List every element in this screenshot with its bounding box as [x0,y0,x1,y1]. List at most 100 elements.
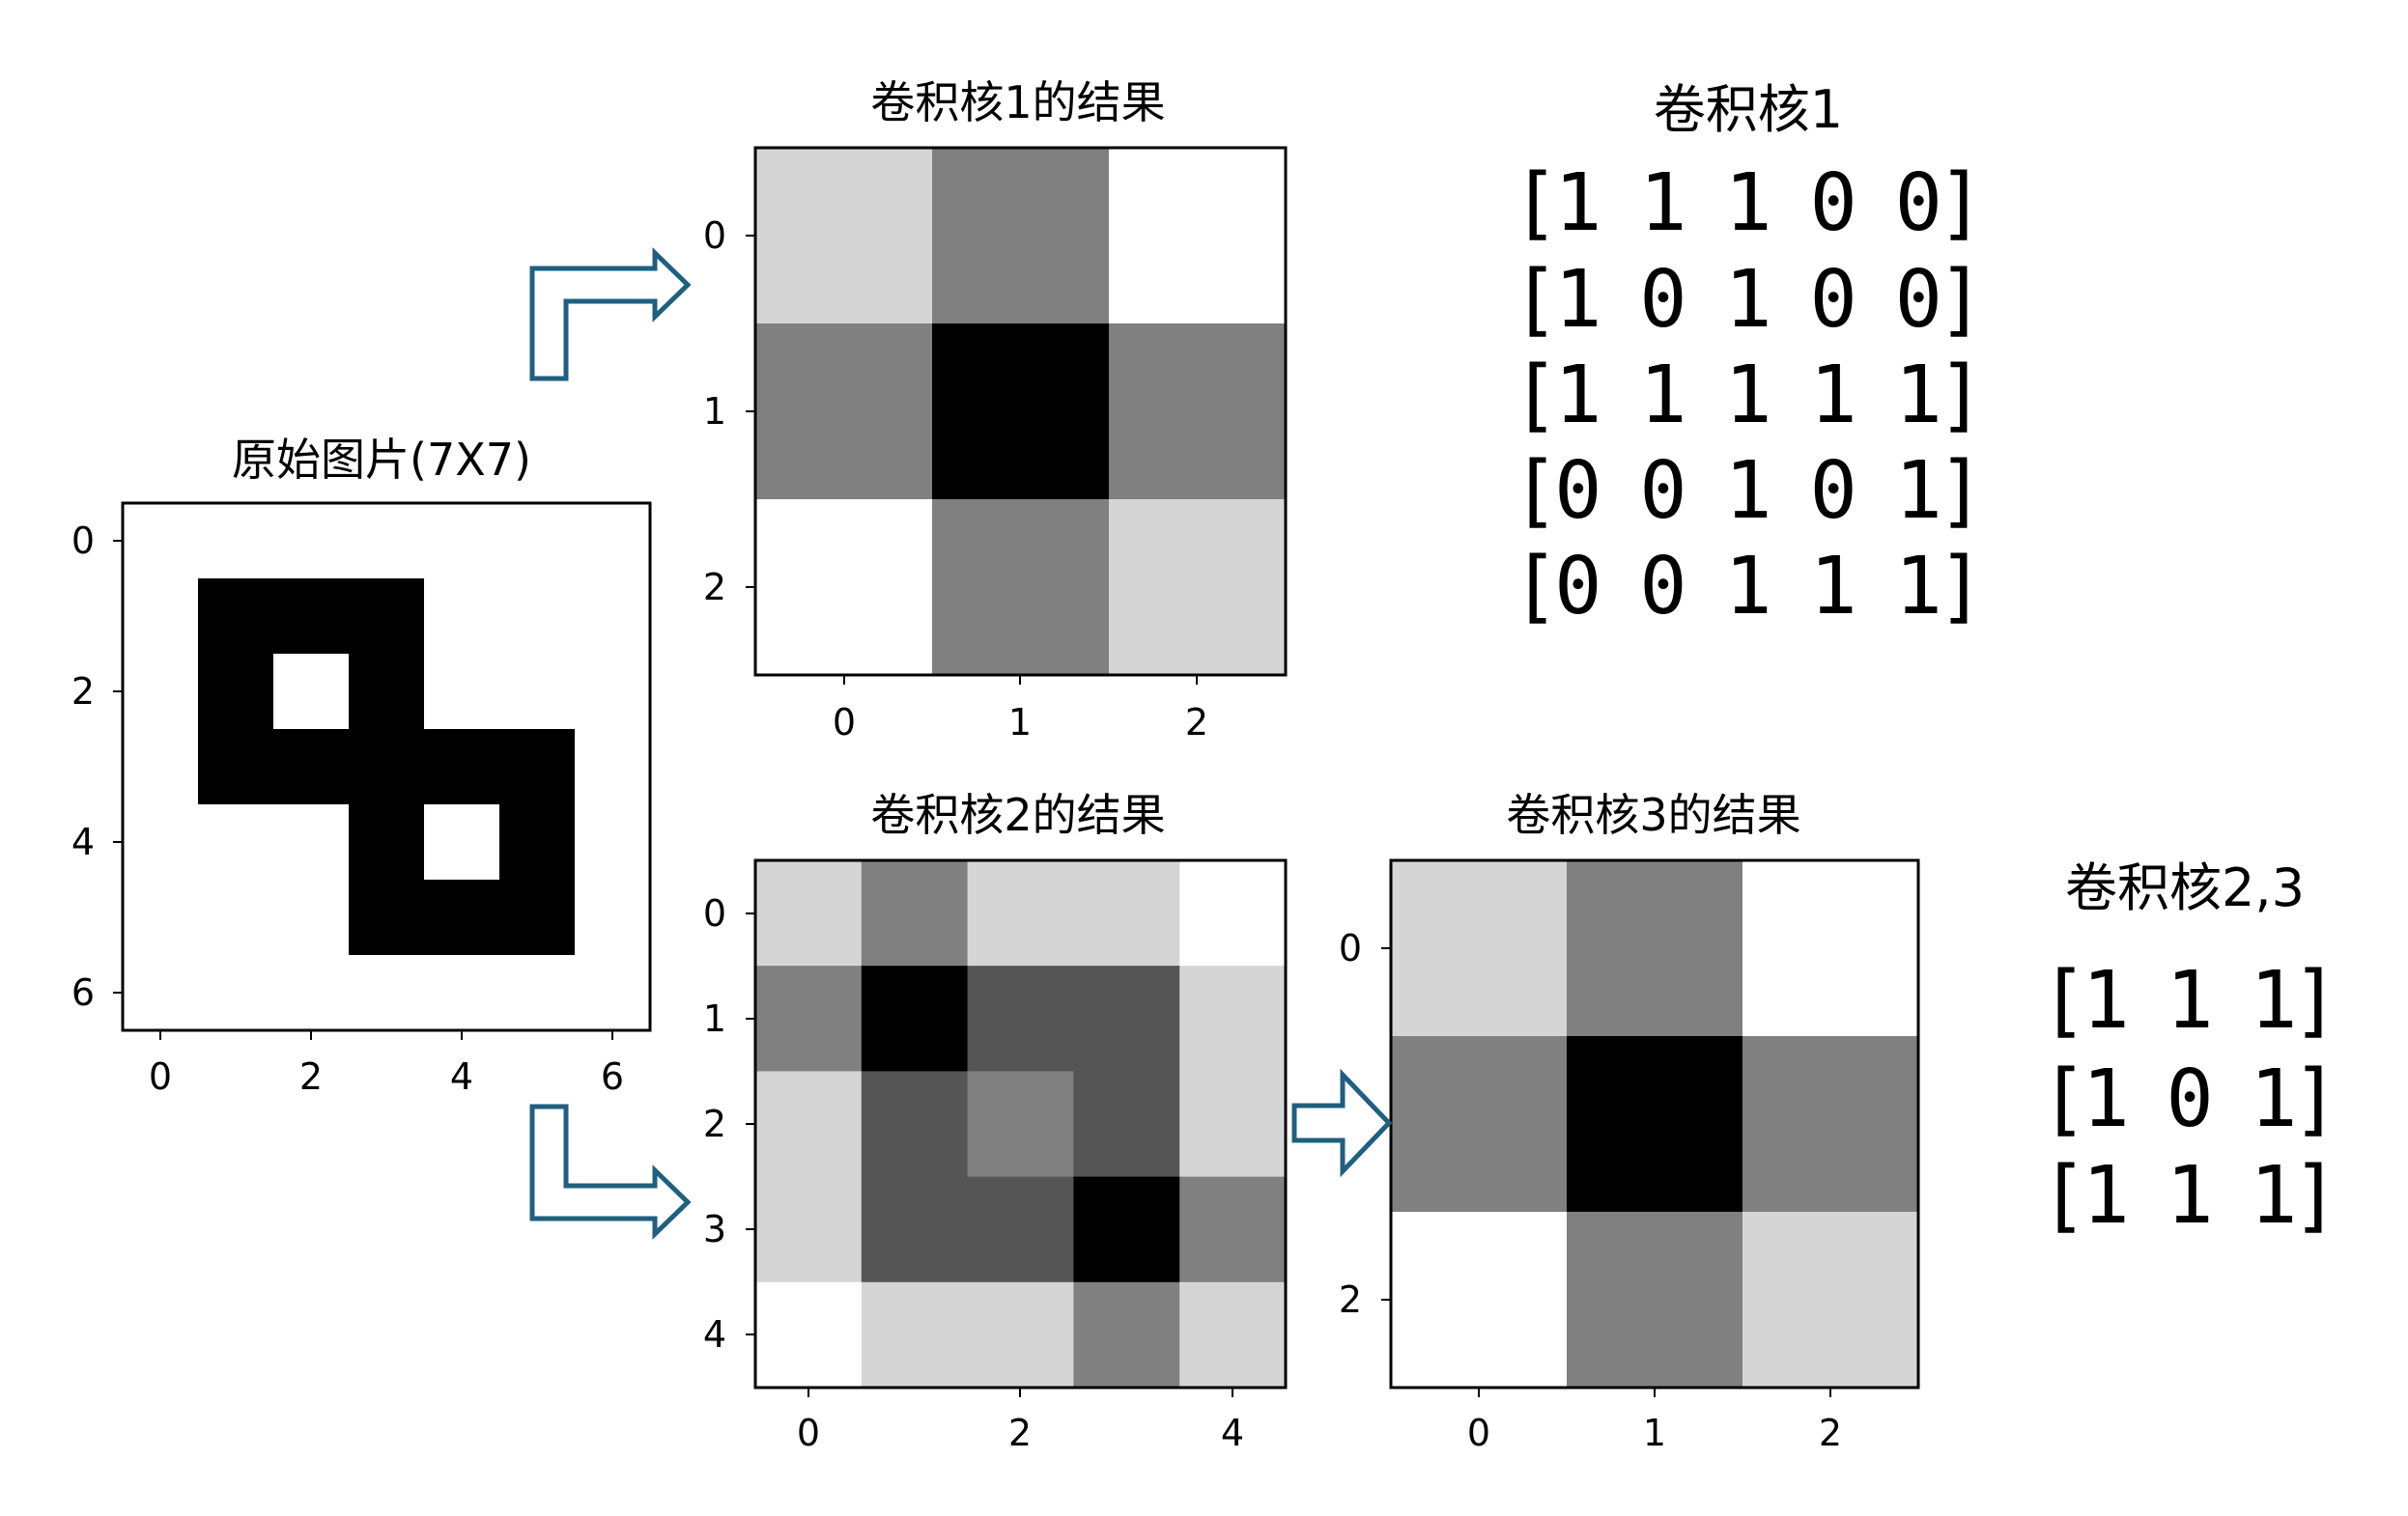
result2-cell [861,966,969,1072]
result2-cell [967,860,1074,967]
result1-ytick: 2 [703,566,726,608]
original-image-title: 原始图片(7X7) [232,434,531,486]
original-pixel [273,578,350,655]
original-pixel [499,729,576,805]
original-pixel [198,804,274,881]
original-pixel [123,578,199,655]
original-pixel [424,578,500,655]
original-pixel [499,578,576,655]
result2-title: 卷积核2的结果 [870,789,1165,841]
kernel1-matrix: 卷积核1 [1 1 1 0 0] [1 0 1 0 0] [1 1 1 1 1]… [1512,79,1985,632]
result3-cell [1391,860,1568,1037]
original-pixel [575,804,651,881]
original-pixel [575,578,651,655]
result3-y-axis: 0 2 [1339,927,1391,1321]
result3-cell [1567,1212,1743,1389]
result2-cell [755,860,863,967]
original-pixel [198,729,274,805]
original-pixel [123,955,199,1031]
result2-cell [967,966,1074,1072]
original-xtick: 4 [450,1055,473,1098]
kernel1-title: 卷积核1 [1654,79,1843,140]
original-pixel [575,880,651,956]
result1-panel: 卷积核1的结果 0 1 2 0 1 2 [703,76,1288,744]
original-pixel [499,503,576,579]
result2-cell [861,860,969,967]
original-pixel [198,880,274,956]
result3-cell [1391,1036,1568,1213]
result2-ytick: 0 [703,892,726,935]
original-pixel [349,955,425,1031]
result2-cell [861,1176,969,1283]
original-image-panel: 原始图片(7X7) 0 2 4 6 0 2 4 6 [71,434,652,1098]
original-ytick: 6 [71,971,95,1014]
arrow-up-right-icon [529,247,692,381]
result1-cell [932,148,1110,324]
result2-cell [967,1281,1074,1389]
result1-ytick: 1 [703,390,726,433]
result2-cell [1073,1071,1180,1178]
original-image-frame [121,501,652,1032]
arrow-right-icon [1291,1068,1393,1178]
result3-cell [1567,1036,1743,1213]
result2-cell [967,1071,1074,1178]
arrow-down-right-icon [529,1104,692,1240]
original-pixel [123,503,199,579]
original-pixel [575,729,651,805]
result2-cell [1179,966,1287,1072]
result2-cell [1073,966,1180,1072]
original-pixel [575,955,651,1031]
result3-ytick: 2 [1339,1278,1362,1321]
result2-ytick: 1 [703,997,726,1040]
result2-cell [1179,1071,1287,1178]
kernel23-row: [1 1 1] [2040,955,2339,1047]
result1-xtick: 2 [1185,701,1208,744]
result2-ytick: 4 [703,1313,726,1356]
kernel1-row: [1 1 1 1 1] [1512,350,1985,441]
original-pixel [123,729,199,805]
kernel1-row: [1 0 1 0 0] [1512,254,1985,346]
result1-xtick: 1 [1008,701,1032,744]
result1-cell [1109,499,1287,676]
original-pixel [424,503,500,579]
result1-cell [932,499,1110,676]
original-ytick: 0 [71,519,95,562]
result1-cell [755,323,933,500]
result3-cell [1742,1212,1919,1389]
original-pixel [273,654,350,730]
kernel23-row: [1 0 1] [2040,1053,2339,1145]
result2-cell [861,1281,969,1389]
original-pixel [499,880,576,956]
kernel23-matrix: 卷积核2,3 [1 1 1] [1 0 1] [1 1 1] [2040,857,2339,1242]
original-pixel [424,955,500,1031]
result2-ytick: 2 [703,1103,726,1145]
kernel1-row: [0 0 1 1 1] [1512,541,1985,632]
result2-cell [1179,1176,1287,1283]
original-pixel [123,804,199,881]
result1-cell [755,148,933,324]
original-pixel [499,654,576,730]
result3-cell [1567,860,1743,1037]
result2-xtick: 2 [1008,1412,1032,1454]
result1-xtick: 0 [833,701,856,744]
result3-cell [1391,1212,1568,1389]
original-x-axis: 0 2 4 6 [149,1030,624,1098]
result3-cell [1742,1036,1919,1213]
original-pixel [349,503,425,579]
original-pixel [424,729,500,805]
original-pixel [349,578,425,655]
original-pixel [499,804,576,881]
result2-xtick: 4 [1221,1412,1244,1454]
result2-cell [1179,1281,1287,1389]
result3-xtick: 2 [1819,1412,1842,1454]
original-pixel [575,503,651,579]
original-pixel [349,804,425,881]
result3-title: 卷积核3的结果 [1506,789,1800,841]
result1-cell [1109,323,1287,500]
result2-cell [1179,860,1287,967]
kernel1-row: [1 1 1 0 0] [1512,157,1985,249]
result1-grid [755,148,1287,676]
result3-cell [1742,860,1919,1037]
original-pixel [424,880,500,956]
result2-x-axis: 0 2 4 [797,1388,1244,1454]
